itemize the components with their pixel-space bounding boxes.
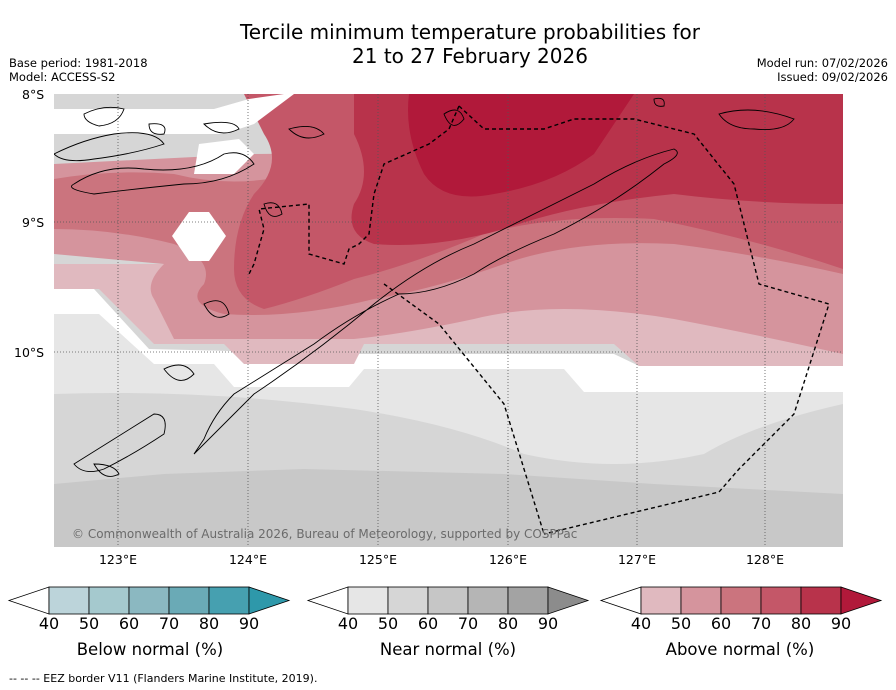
near-normal-60-band [54,469,843,547]
above-normal-label: Above normal (%) [665,640,815,659]
near-normal-40-band [54,309,843,464]
near-normal-colorbar-segment [387,586,429,615]
eez-legend-footer: -- -- -- EEZ border V11 (Flanders Marine… [9,672,318,685]
map-title: Tercile minimum temperature probabilitie… [0,20,896,68]
above-normal-colorbar-over [840,586,883,615]
below-normal-colorbar-segment [128,586,170,615]
below-normal-tick-label: 70 [158,614,180,633]
above-normal-colorbar-segment [640,586,682,615]
colorbar-ticks: 40 50 60 70 80 90 40 50 60 70 80 90 40 50 60 70 80 90 [0,614,896,638]
below-normal-colorbar-segment [208,586,250,615]
near-normal-colorbar-segment [467,586,509,615]
meta-left: Base period: 1981-2018 Model: ACCESS-S2 [9,56,148,84]
above-normal-colorbar-segment [760,586,802,615]
below-normal-label: Below normal (%) [76,640,224,659]
above-normal-tick-label: 50 [670,614,692,633]
lon-label-125e: 125°E [358,552,397,567]
near-normal-tick-label: 40 [337,614,359,633]
lon-label-127e: 127°E [617,552,656,567]
lat-label-8s: 8°S [22,87,45,102]
eez-border [248,105,830,535]
near-normal-colorbar-over [547,586,590,615]
above-normal-colorbar-segment [800,586,842,615]
above-normal-colorbar-segment [680,586,722,615]
above-normal-tick-label: 80 [790,614,812,633]
title-line-2: 21 to 27 February 2026 [352,44,588,68]
above-normal-tick-label: 70 [750,614,772,633]
above-normal-tick-label: 90 [830,614,852,633]
model-name: Model: ACCESS-S2 [9,70,116,84]
lat-label-10s: 10°S [14,345,45,360]
white-patch-2 [194,139,254,174]
near-normal-tick-label: 90 [537,614,559,633]
below-normal-colorbar-over [248,586,291,615]
above-normal-colorbar-under [599,586,642,615]
above-normal-tick-label: 60 [710,614,732,633]
near-normal-label: Near normal (%) [379,640,517,659]
lon-label-123e: 123°E [98,552,137,567]
below-normal-tick-label: 50 [78,614,100,633]
below-normal-tick-label: 90 [238,614,260,633]
no-dominant-band [54,289,843,392]
near-normal-colorbar-segment [347,586,389,615]
below-normal-colorbar-under [7,586,50,615]
near-normal-colorbar-segment [507,586,549,615]
above-normal-colorbar-segment [720,586,762,615]
meta-right: Model run: 07/02/2026 Issued: 09/02/2026 [757,56,888,84]
near-normal-tick-label: 80 [497,614,519,633]
lat-label-9s: 9°S [22,215,45,230]
coastlines [54,97,795,477]
gridlines [54,94,843,547]
probability-map [54,94,843,547]
grey-patch [54,94,244,109]
lon-label-128e: 128°E [745,552,784,567]
below-normal-colorbar-segment [88,586,130,615]
above-normal-tick-label: 40 [630,614,652,633]
near-normal-tick-label: 60 [417,614,439,633]
below-normal-colorbar-segment [168,586,210,615]
lon-label-126e: 126°E [488,552,527,567]
lon-label-124e: 124°E [228,552,267,567]
white-hex-patch [172,212,226,261]
model-run: Model run: 07/02/2026 [756,56,888,70]
near-normal-tick-label: 50 [377,614,399,633]
near-normal-colorbar-segment [427,586,469,615]
below-normal-tick-label: 60 [118,614,140,633]
below-normal-tick-label: 80 [198,614,220,633]
base-period: Base period: 1981-2018 [9,56,148,70]
title-line-1: Tercile minimum temperature probabilitie… [239,20,701,44]
colorbars [7,586,883,615]
copyright-notice: © Commonwealth of Australia 2026, Bureau… [72,527,578,541]
near-normal-colorbar-under [306,586,349,615]
issued-date: Issued: 09/02/2026 [777,70,888,84]
near-normal-tick-label: 70 [457,614,479,633]
below-normal-colorbar-segment [48,586,90,615]
below-normal-tick-label: 40 [38,614,60,633]
